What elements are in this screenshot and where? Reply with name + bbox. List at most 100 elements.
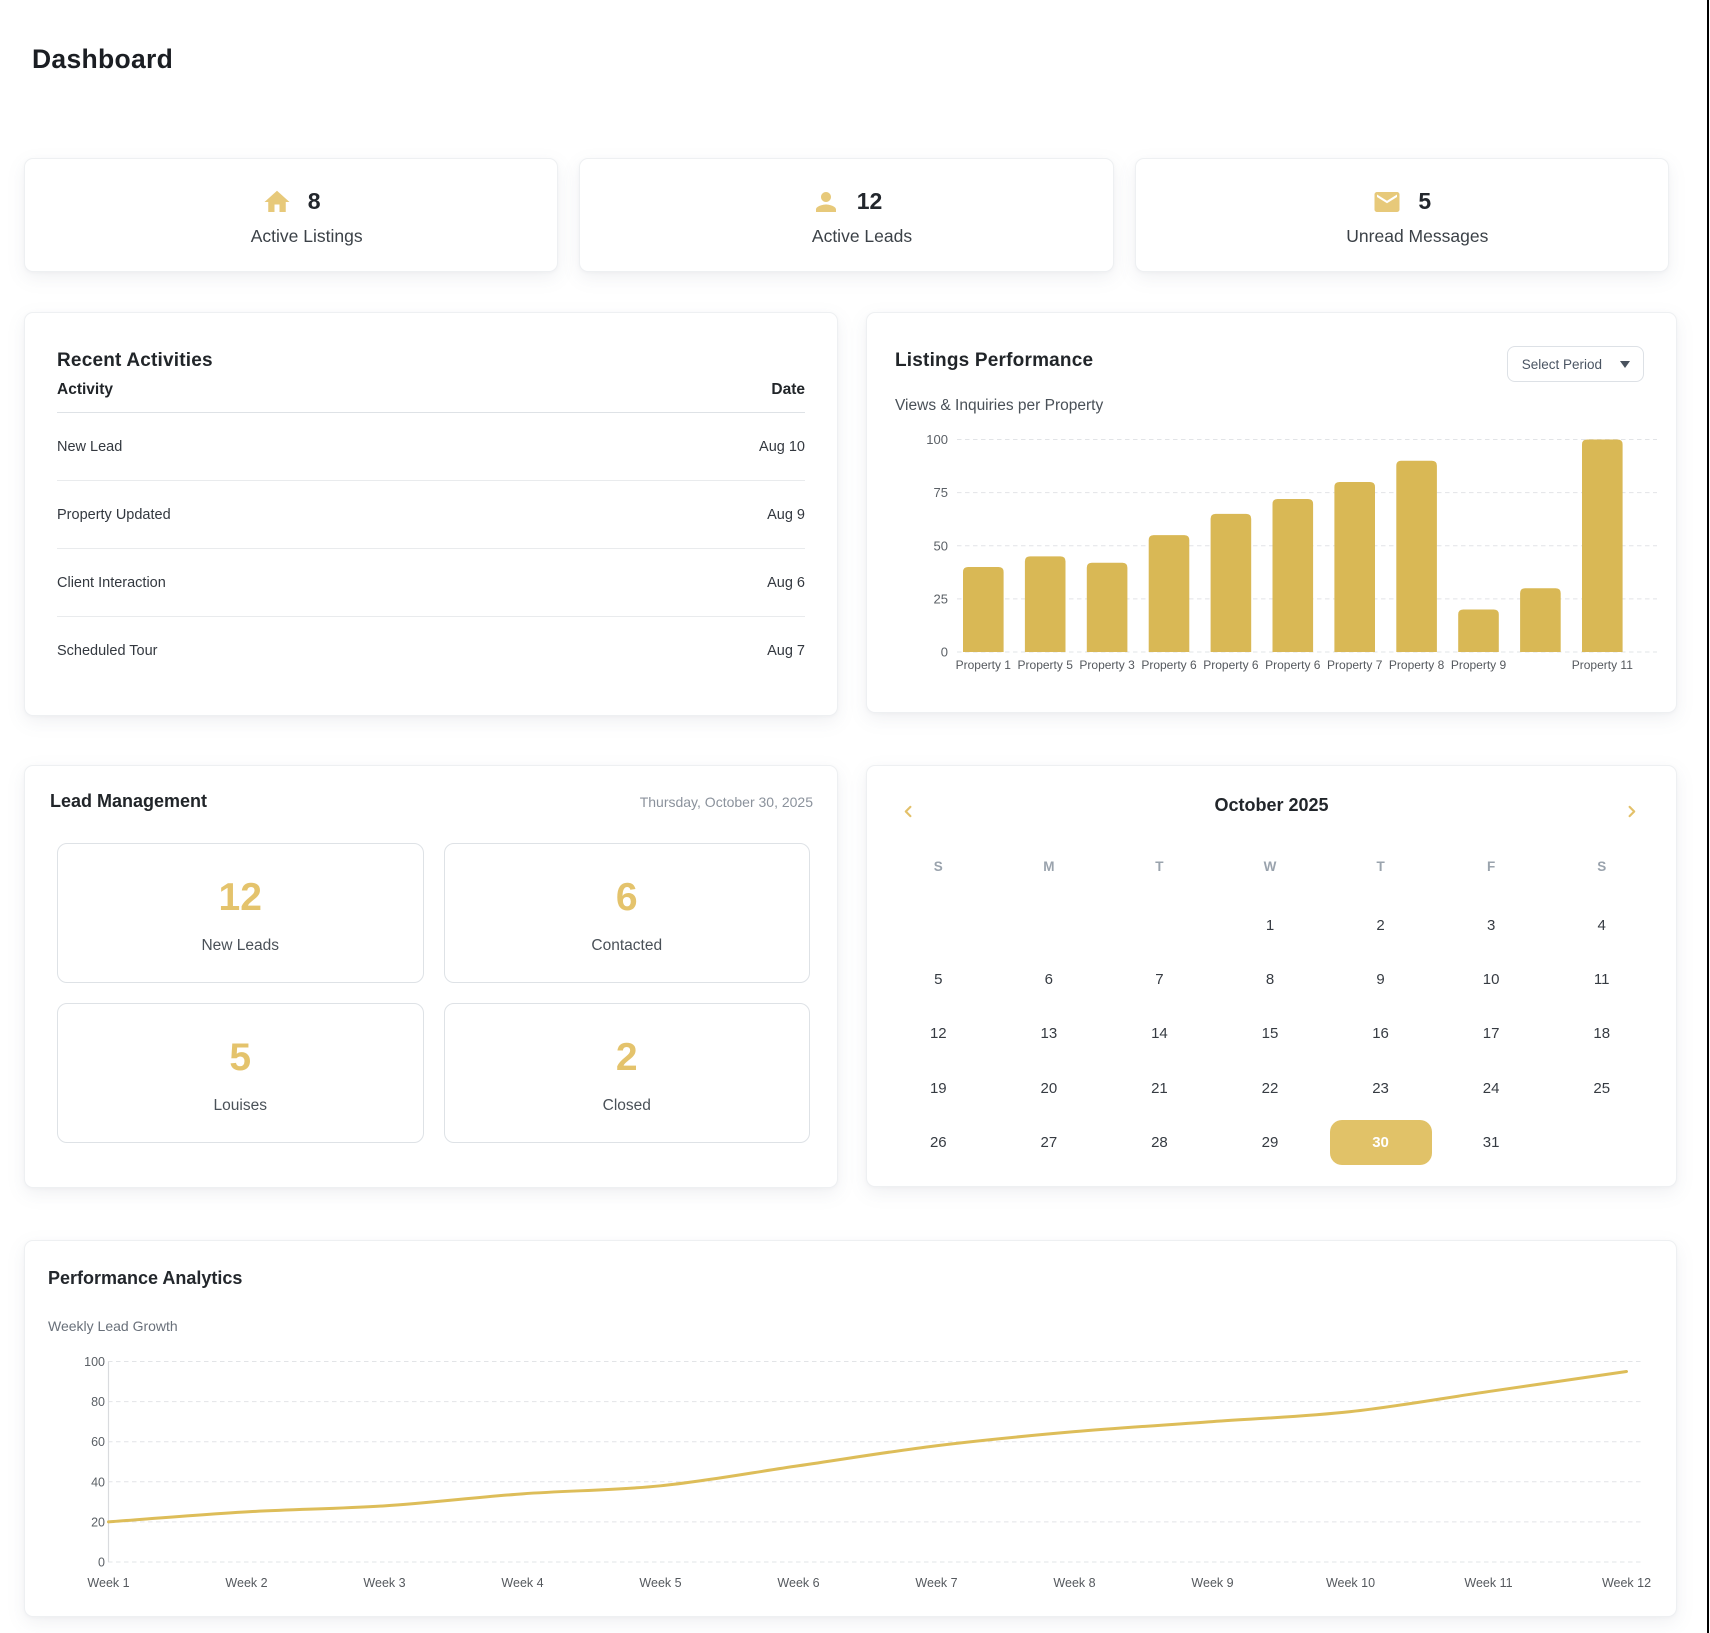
calendar-day-1[interactable]: 1 xyxy=(1265,916,1275,934)
row-activities-listings: Recent Activities Activity Date New Lead… xyxy=(24,312,1677,716)
calendar-day-18[interactable]: 18 xyxy=(1593,1025,1611,1043)
stat-card-active-listings: 8 Active Listings xyxy=(24,158,559,272)
activity-date: Aug 6 xyxy=(767,574,805,591)
svg-text:Property 3: Property 3 xyxy=(1079,658,1135,672)
calendar-day-3[interactable]: 3 xyxy=(1486,916,1496,934)
calendar-day-28[interactable]: 28 xyxy=(1151,1133,1168,1151)
calendar-prev-button[interactable] xyxy=(899,802,917,820)
calendar-day-23[interactable]: 23 xyxy=(1372,1079,1389,1097)
calendar-day-14[interactable]: 14 xyxy=(1151,1025,1168,1043)
svg-text:Property 6: Property 6 xyxy=(1265,658,1321,672)
calendar-cell: 17 xyxy=(1436,1007,1547,1061)
lead-stat-box-new-leads: 12 New Leads xyxy=(57,843,424,983)
calendar-day-11[interactable]: 11 xyxy=(1593,970,1610,988)
bar-1 xyxy=(963,567,1004,652)
activities-table-body: New Lead Aug 10 Property Updated Aug 9 Clien… xyxy=(57,413,805,685)
calendar-weekday-header: W xyxy=(1263,858,1277,874)
stat-card-top: 12 xyxy=(811,188,883,215)
calendar-day-empty xyxy=(1108,903,1210,948)
svg-text:Property 8: Property 8 xyxy=(1389,658,1445,672)
calendar-day-12[interactable]: 12 xyxy=(929,1025,947,1043)
calendar-day-21[interactable]: 21 xyxy=(1151,1079,1168,1097)
calendar-day-27[interactable]: 27 xyxy=(1040,1133,1058,1151)
calendar-cell: 5 xyxy=(883,952,994,1006)
stat-card-top: 5 xyxy=(1372,188,1431,215)
lead-stats-grid: 12 New Leads 6 Contacted 5 Louises 2 Closed xyxy=(57,843,810,1143)
calendar-day-15[interactable]: 15 xyxy=(1261,1025,1279,1043)
svg-text:Week 8: Week 8 xyxy=(1053,1576,1095,1590)
calendar-day-24[interactable]: 24 xyxy=(1482,1079,1500,1097)
calendar-day-5[interactable]: 5 xyxy=(934,970,943,988)
activity-name: New Lead xyxy=(57,438,123,455)
calendar-cell: 18 xyxy=(1546,1007,1657,1061)
calendar-cell: 27 xyxy=(994,1115,1105,1169)
calendar-cell: 30 xyxy=(1325,1115,1436,1169)
calendar-day-13[interactable]: 13 xyxy=(1040,1025,1058,1043)
svg-text:Property 1: Property 1 xyxy=(956,658,1012,672)
select-period-dropdown[interactable]: Select Period xyxy=(1506,346,1644,382)
calendar-day-16[interactable]: 16 xyxy=(1372,1025,1389,1043)
calendar-weekday-header: S xyxy=(933,858,943,874)
stat-value: 8 xyxy=(307,188,321,214)
svg-text:40: 40 xyxy=(91,1475,105,1489)
calendar-cell: 20 xyxy=(994,1061,1105,1115)
calendar-day-26[interactable]: 26 xyxy=(929,1133,947,1151)
lead-stat-value: 12 xyxy=(218,876,262,919)
calendar-day-7[interactable]: 7 xyxy=(1155,970,1164,988)
bar-11 xyxy=(1582,439,1623,652)
svg-text:Property 9: Property 9 xyxy=(1451,658,1507,672)
screen-right-edge xyxy=(1707,0,1709,1633)
calendar-cell: 24 xyxy=(1436,1061,1547,1115)
lead-management-date: Thursday, October 30, 2025 xyxy=(639,794,813,810)
calendar-day-6[interactable]: 6 xyxy=(1044,970,1054,988)
calendar-day-8[interactable]: 8 xyxy=(1265,970,1275,988)
bar-9 xyxy=(1458,609,1499,652)
chevron-left-icon xyxy=(904,805,911,817)
calendar-cell: 13 xyxy=(994,1007,1105,1061)
calendar-cell: 28 xyxy=(1104,1115,1215,1169)
activities-table-header: Activity Date xyxy=(57,381,805,413)
stat-value: 12 xyxy=(856,188,883,214)
calendar-day-4[interactable]: 4 xyxy=(1597,916,1606,934)
chevron-down-icon xyxy=(1620,360,1630,368)
mail-icon xyxy=(1374,191,1400,212)
svg-text:Week 3: Week 3 xyxy=(363,1576,405,1590)
calendar-weekday-header: S xyxy=(1597,858,1607,874)
calendar-day-29[interactable]: 29 xyxy=(1261,1133,1279,1151)
calendar-day-22[interactable]: 22 xyxy=(1261,1079,1279,1097)
calendar-cell: 4 xyxy=(1546,898,1657,952)
calendar-cell xyxy=(994,898,1105,952)
calendar-day-9[interactable]: 9 xyxy=(1376,970,1385,988)
calendar-day-10[interactable]: 10 xyxy=(1482,970,1500,988)
calendar-day-20[interactable]: 20 xyxy=(1040,1079,1058,1097)
bar-4 xyxy=(1148,535,1190,652)
calendar-day-empty xyxy=(998,903,1100,948)
page-title: Dashboard xyxy=(32,44,174,74)
svg-text:Week 4: Week 4 xyxy=(501,1576,543,1590)
lead-stat-value: 6 xyxy=(615,876,638,919)
svg-text:80: 80 xyxy=(91,1395,105,1409)
activities-col-date: Date xyxy=(771,381,805,398)
calendar-cell: 7 xyxy=(1104,952,1215,1006)
calendar-cell: 11 xyxy=(1546,952,1657,1006)
performance-analytics-title: Performance Analytics xyxy=(48,1268,243,1288)
calendar-cell: 14 xyxy=(1104,1007,1215,1061)
listings-bar-chart: 0 25 50 75 100 Property 1 Property 5 Property 3… xyxy=(895,426,1661,689)
calendar-day-2[interactable]: 2 xyxy=(1376,916,1385,934)
calendar-next-button[interactable] xyxy=(1622,802,1640,820)
calendar-cell: 31 xyxy=(1436,1115,1547,1169)
calendar-day-17[interactable]: 17 xyxy=(1482,1025,1500,1043)
activities-col-activity: Activity xyxy=(57,381,113,398)
calendar-day-31[interactable]: 31 xyxy=(1482,1133,1500,1151)
svg-text:25: 25 xyxy=(934,591,948,606)
activity-row: Property Updated Aug 9 xyxy=(57,481,805,549)
calendar-day-25[interactable]: 25 xyxy=(1593,1079,1611,1097)
calendar-day-19[interactable]: 19 xyxy=(929,1079,947,1097)
svg-text:Week 9: Week 9 xyxy=(1191,1576,1233,1590)
bar-2 xyxy=(1024,556,1066,652)
calendar-day-30[interactable]: 30 xyxy=(1329,1119,1432,1165)
bar-7 xyxy=(1334,482,1375,652)
line-chart-canvas: 0 20 40 60 80 100 Week 1 Week 2 Week 3 Week 4 Week… xyxy=(84,1355,1651,1590)
